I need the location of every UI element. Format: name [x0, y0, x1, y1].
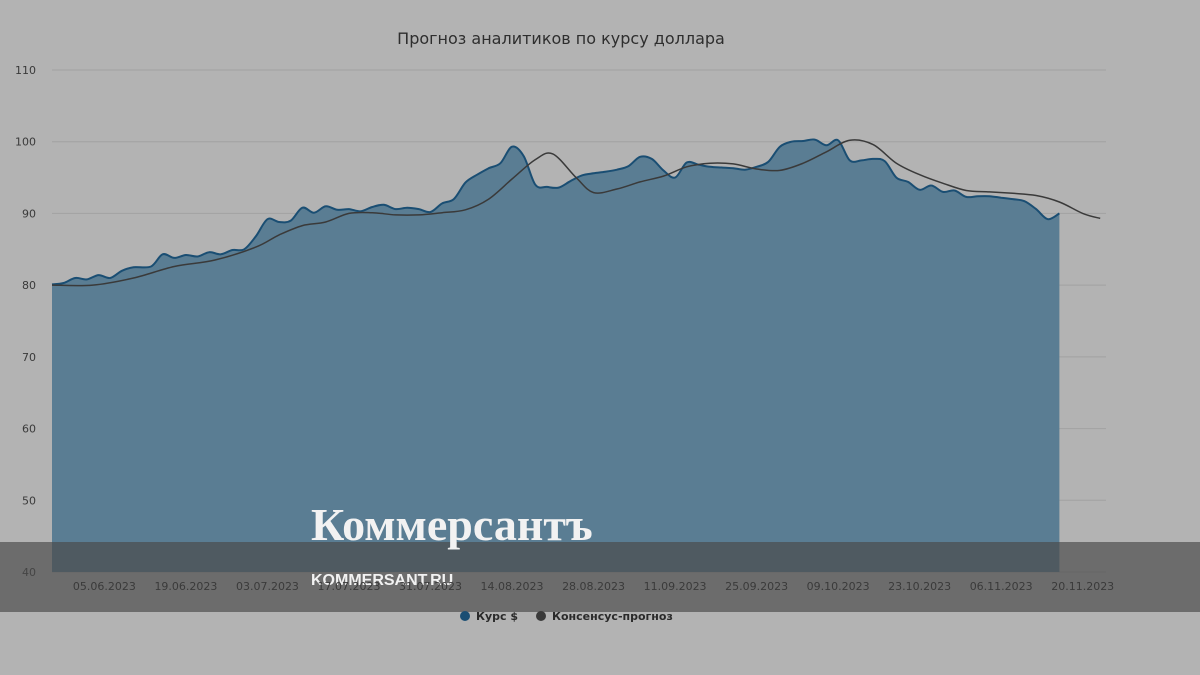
y-tick-label: 90: [22, 207, 36, 220]
area-layer: [51, 138, 1060, 572]
x-tick-label: 31.07.2023: [399, 580, 462, 593]
x-tick-label: 28.08.2023: [562, 580, 625, 593]
y-tick-label: 80: [22, 279, 36, 292]
legend-marker: [460, 611, 470, 621]
legend-label[interactable]: Курс $: [476, 610, 518, 623]
watermark-url: KOMMERSANT.RU: [311, 572, 453, 589]
chart-title: Прогноз аналитиков по курсу доллара: [397, 29, 725, 48]
x-tick-label: 11.09.2023: [644, 580, 707, 593]
x-tick-label: 03.07.2023: [236, 580, 299, 593]
series-line-kurs: [51, 138, 1060, 286]
legend-label[interactable]: Консенсус-прогноз: [552, 610, 673, 623]
x-tick-label: 09.10.2023: [807, 580, 870, 593]
y-tick-label: 70: [22, 351, 36, 364]
x-tick-label: 06.11.2023: [970, 580, 1033, 593]
x-tick-label: 20.11.2023: [1051, 580, 1114, 593]
series-area-fill-kurs: [52, 139, 1060, 572]
x-tick-label: 25.09.2023: [725, 580, 788, 593]
x-tick-label: 19.06.2023: [154, 580, 217, 593]
x-tick-label: 14.08.2023: [481, 580, 544, 593]
line-layer: [51, 139, 1101, 287]
x-axis-labels: 05.06.2023 19.06.2023 03.07.2023 17.07.2023…: [73, 580, 1114, 593]
x-tick-label: 23.10.2023: [888, 580, 951, 593]
y-tick-label: 50: [22, 494, 36, 507]
x-tick-label: 05.06.2023: [73, 580, 136, 593]
y-axis-labels: 405060708090100110: [15, 64, 36, 579]
series-line-consensus: [51, 139, 1101, 287]
watermark-brand: Коммерсантъ: [311, 499, 593, 550]
y-tick-label: 100: [15, 136, 36, 149]
x-tick-label: 17.07.2023: [317, 580, 380, 593]
watermark-band: [0, 542, 1200, 612]
legend-marker: [536, 611, 546, 621]
watermark: Коммерсантъ KOMMERSANT.RU: [0, 499, 1200, 612]
y-tick-label: 110: [15, 64, 36, 77]
legend: Курс $ Консенсус-прогноз: [460, 610, 673, 623]
y-tick-label: 60: [22, 423, 36, 436]
